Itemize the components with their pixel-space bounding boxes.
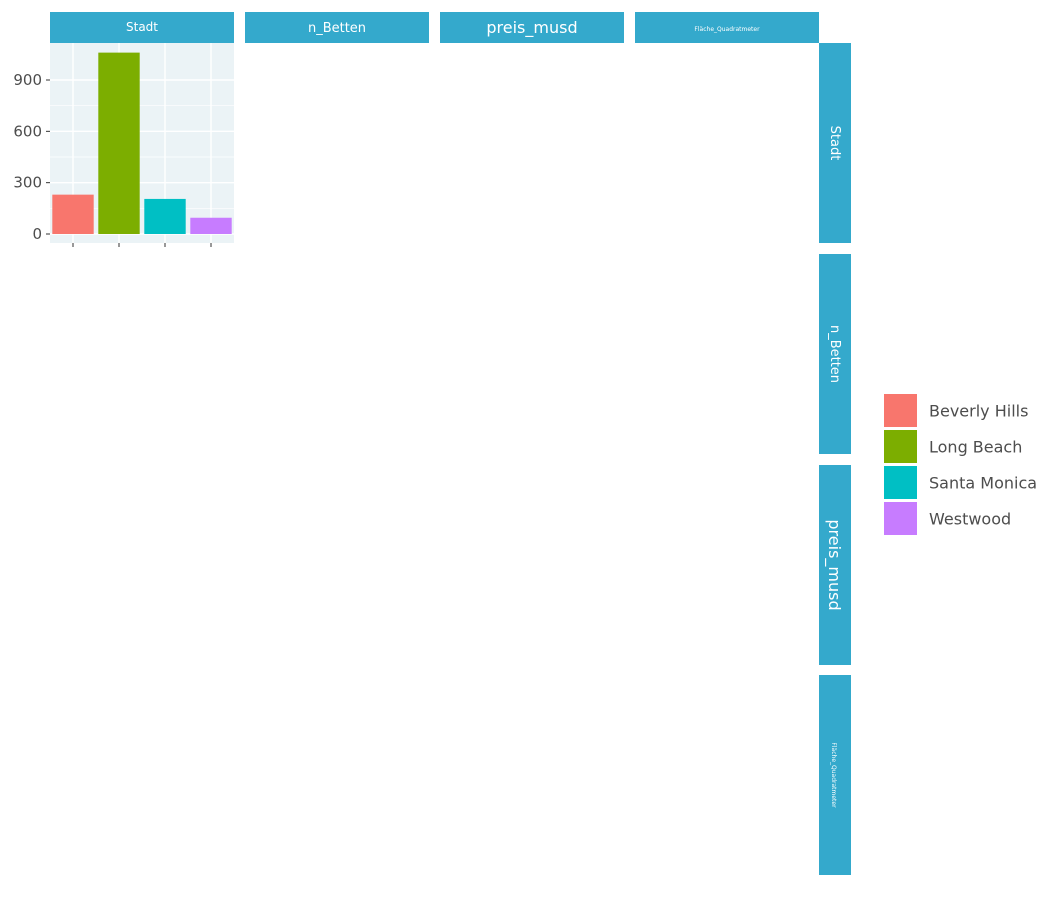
- row-strip-bg-1: [819, 43, 851, 243]
- row-strip-label-1: Stadt: [827, 126, 842, 161]
- legend-label: Santa Monica: [929, 474, 1037, 493]
- row-strip-label-3: preis_musd: [824, 519, 844, 610]
- legend-key: [884, 466, 917, 499]
- column-strip-label-1: Stadt: [126, 20, 158, 34]
- column-strip-label-3: preis_musd: [486, 18, 577, 38]
- y-tick-label: 600: [13, 122, 42, 140]
- legend-key: [884, 430, 917, 463]
- column-strip-bg-4: [635, 12, 819, 43]
- column-strip-label-4: Fläche_Quadratmeter: [694, 26, 760, 33]
- column-strip-bg-2: [245, 12, 429, 43]
- row-strip-bg-3: [819, 465, 851, 665]
- legend-key: [884, 394, 917, 427]
- row-strip-label-4: Fläche_Quadratmeter: [830, 742, 837, 808]
- legend-item: Westwood: [884, 502, 1011, 535]
- bar-beverly-hills: [52, 194, 94, 234]
- legend-label: Long Beach: [929, 438, 1022, 457]
- x-axis: [72, 243, 212, 247]
- column-strips: Stadt n_Betten preis_musd Fläche_Quadrat…: [50, 12, 819, 43]
- column-strip-label-2: n_Betten: [308, 21, 366, 36]
- legend-key: [884, 502, 917, 535]
- legend-item: Beverly Hills: [884, 394, 1028, 427]
- column-strip-bg-3: [440, 12, 624, 43]
- row-strips: Stadt n_Betten preis_musd Fläche_Quadrat…: [819, 43, 851, 875]
- legend: Beverly Hills Long Beach Santa Monica Westw…: [884, 394, 1037, 535]
- y-tick-label: 300: [13, 174, 42, 192]
- row-strip-bg-4: [819, 675, 851, 875]
- bar-long-beach: [98, 52, 140, 234]
- bar-westwood: [190, 217, 232, 234]
- row-strip-label-2: n_Betten: [827, 325, 842, 383]
- column-strip-bg-1: [50, 12, 234, 43]
- bar-group: [52, 52, 232, 234]
- legend-item: Santa Monica: [884, 466, 1037, 499]
- panel-stadt-stadt: 0 300 600 900: [13, 43, 234, 247]
- y-tick-label: 0: [32, 225, 42, 243]
- y-tick-label: 900: [13, 71, 42, 89]
- y-axis: 0 300 600 900: [13, 71, 50, 243]
- bar-santa-monica: [144, 198, 186, 234]
- legend-label: Westwood: [929, 510, 1011, 529]
- legend-label: Beverly Hills: [929, 402, 1028, 421]
- row-strip-bg-2: [819, 254, 851, 454]
- legend-item: Long Beach: [884, 430, 1022, 463]
